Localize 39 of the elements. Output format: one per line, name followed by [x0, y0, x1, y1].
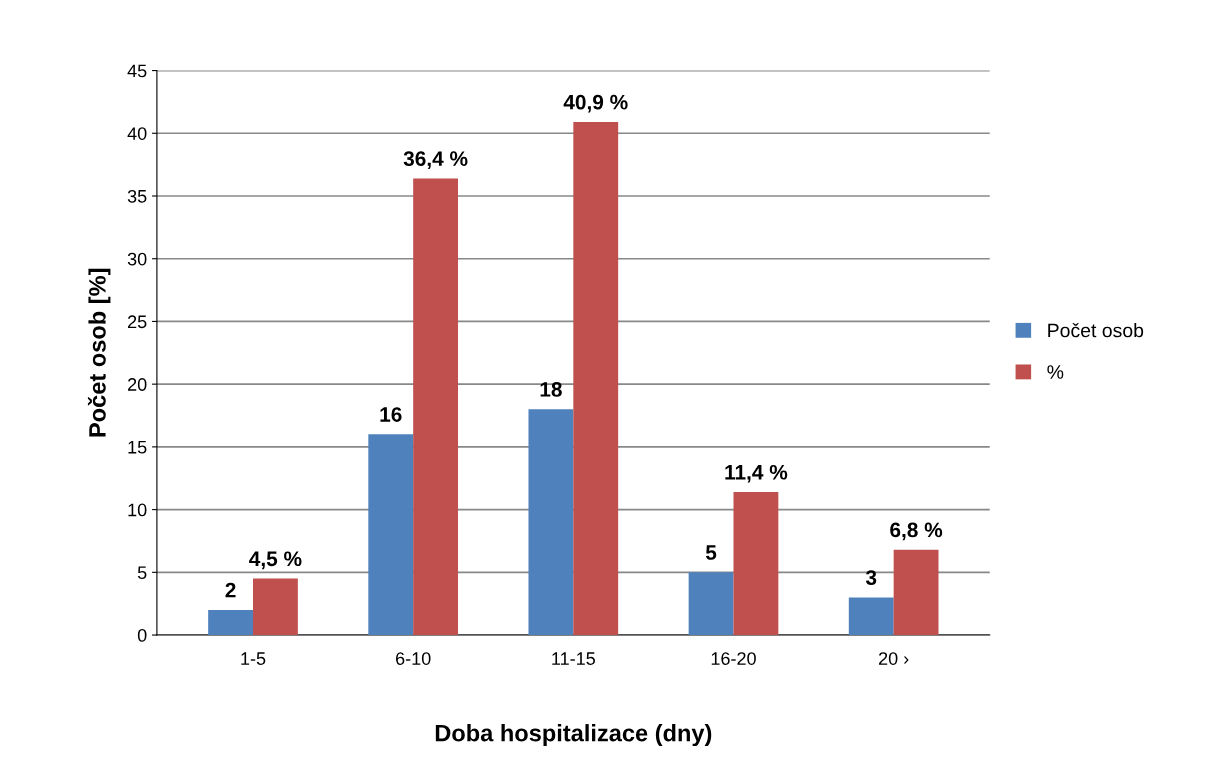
data-label: 11,4 %: [725, 464, 788, 483]
bar: [208, 609, 254, 636]
y-tick-label: 40: [127, 127, 147, 140]
data-label: 16: [380, 407, 402, 422]
bar: [848, 597, 894, 636]
bar: [688, 572, 734, 636]
y-tick-label: 25: [128, 315, 147, 329]
y-tick-label: 0: [137, 628, 147, 642]
data-label: 36,4 %: [403, 151, 468, 170]
data-label: 4,5 %: [249, 551, 302, 570]
data-label: 6,8 %: [890, 522, 943, 541]
x-tick-label: 11-15: [552, 652, 595, 665]
bar: [733, 492, 779, 636]
y-tick-label: 30: [127, 252, 147, 266]
data-label: 3: [865, 570, 877, 585]
data-label: 18: [540, 382, 562, 397]
x-tick-label: 20 ›: [879, 652, 909, 665]
x-tick-label: 16-20: [711, 652, 756, 665]
y-tick-label: 15: [128, 441, 147, 454]
bar: [893, 549, 939, 636]
y-tick-label: 20: [128, 378, 147, 391]
bar: [413, 178, 459, 636]
x-axis-title: Doba hospitalizace (dny): [435, 724, 712, 747]
y-tick-label: 10: [128, 503, 147, 517]
bar: [368, 434, 414, 636]
bar: [253, 578, 298, 636]
y-tick-label: 45: [127, 64, 147, 78]
y-tick-label: 5: [137, 566, 147, 580]
legend-label: %: [1047, 365, 1064, 379]
data-label: 2: [225, 582, 236, 598]
x-tick-label: 6-10: [396, 652, 431, 665]
bar: [528, 409, 574, 636]
data-label: 40,9 %: [563, 94, 628, 113]
data-label: 5: [705, 545, 717, 560]
y-axis-title: Počet osob [%]: [87, 268, 111, 437]
x-tick-label: 1-5: [241, 652, 266, 665]
y-tick-label: 35: [127, 189, 147, 203]
legend-label: Počet osob: [1048, 322, 1144, 338]
bar: [573, 121, 619, 636]
